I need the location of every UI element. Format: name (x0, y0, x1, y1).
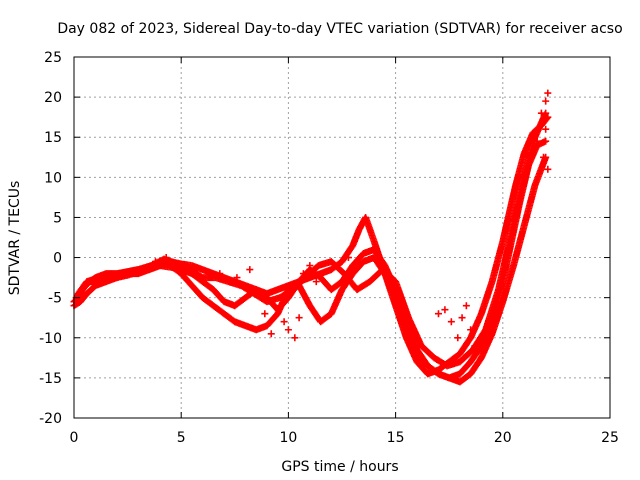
y-tick-label: -20 (39, 411, 62, 427)
data-point (276, 302, 284, 310)
plot-frame (73, 56, 611, 419)
data-point (344, 254, 352, 262)
data-point (447, 318, 455, 326)
chart-title: Day 082 of 2023, Sidereal Day-to-day VTE… (57, 21, 622, 37)
data-point (454, 334, 462, 342)
x-tick-label: 10 (279, 430, 297, 446)
x-tick-label: 15 (387, 430, 405, 446)
data-point (267, 330, 275, 338)
data-point (151, 258, 159, 266)
y-tick-label: -10 (39, 331, 62, 347)
data-point (434, 310, 442, 318)
y-tick-label: -5 (48, 291, 62, 307)
y-axis-label: SDTVAR / TECUs (7, 181, 23, 296)
data-point (162, 254, 170, 262)
series-scatter-mid (151, 254, 357, 342)
data-point (542, 97, 550, 105)
data-point (537, 109, 545, 117)
data-point (462, 302, 470, 310)
data-point (299, 270, 307, 278)
y-tick-label: 0 (53, 251, 62, 267)
data-points (70, 89, 552, 386)
data-point (306, 262, 314, 270)
series-track-d (74, 109, 550, 370)
data-point (529, 149, 537, 157)
data-point (295, 314, 303, 322)
data-point (542, 125, 550, 133)
data-point (312, 278, 320, 286)
data-point (458, 314, 466, 322)
x-tick-label: 25 (601, 430, 619, 446)
data-point (284, 326, 292, 334)
series-track-c (72, 153, 550, 386)
y-tick-label: -15 (39, 371, 62, 387)
data-point (533, 137, 541, 145)
data-point (291, 334, 299, 342)
data-point (471, 342, 479, 350)
series-scatter-late (434, 89, 552, 350)
data-point (280, 318, 288, 326)
data-point (544, 165, 552, 173)
y-tick-label: 25 (44, 50, 62, 66)
data-point (467, 326, 475, 334)
x-tick-label: 0 (70, 430, 79, 446)
data-point (542, 137, 550, 145)
x-tick-label: 20 (494, 430, 512, 446)
data-point (441, 306, 449, 314)
data-point (544, 89, 552, 97)
data-point (216, 270, 224, 278)
axis-ticks: 0 5 10 15 20 25 -20 -15 -10 -5 0 5 10 15 20 25 (39, 50, 619, 446)
data-point (233, 274, 241, 282)
y-tick-label: 15 (44, 130, 62, 146)
y-tick-label: 5 (53, 210, 62, 226)
x-tick-label: 5 (177, 430, 186, 446)
data-point (246, 266, 254, 274)
data-point (540, 153, 548, 161)
data-point (349, 262, 357, 270)
y-tick-label: 20 (44, 90, 62, 106)
data-point (261, 310, 269, 318)
y-tick-label: 10 (44, 170, 62, 186)
x-axis-label: GPS time / hours (281, 459, 398, 475)
